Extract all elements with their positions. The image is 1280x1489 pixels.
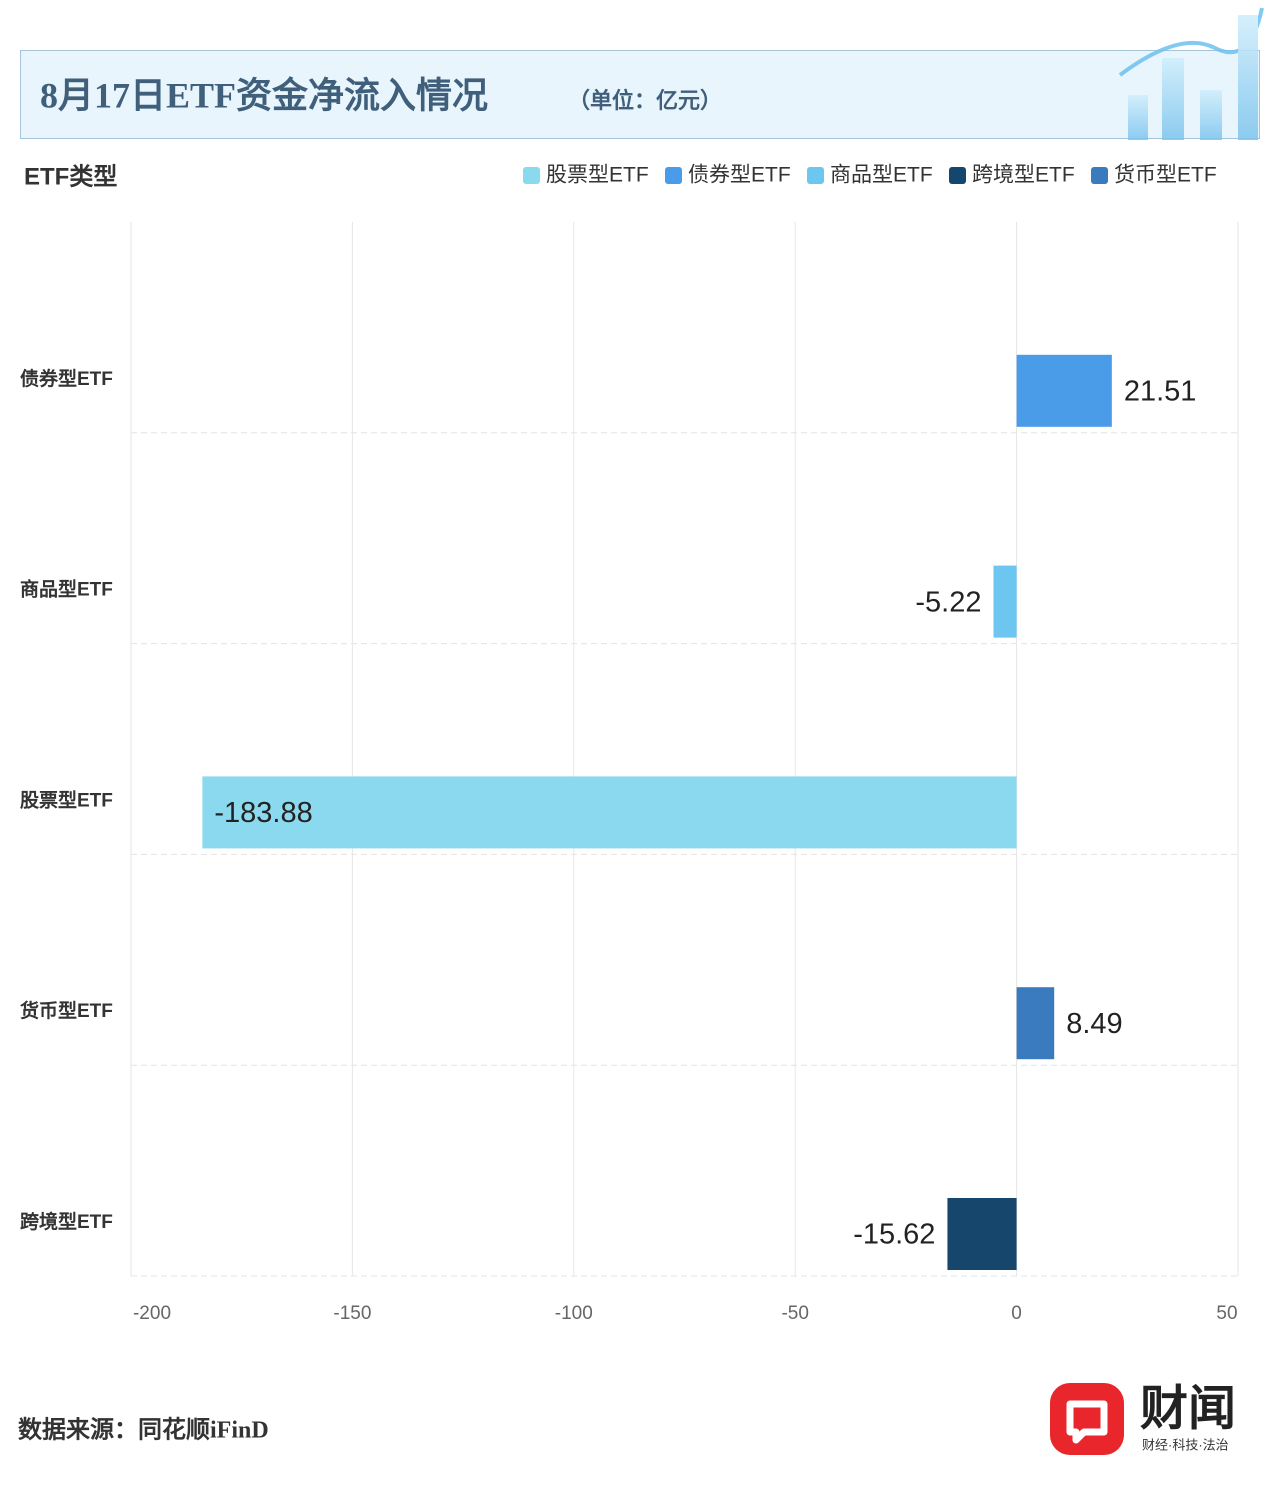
- bar: [947, 1198, 1017, 1270]
- data-label: 21.51: [1124, 375, 1197, 407]
- y-axis-label: ETF类型: [24, 163, 117, 190]
- x-tick-label: -50: [781, 1303, 808, 1324]
- bar: [1016, 354, 1112, 427]
- y-tick-label: 股票型ETF: [20, 788, 113, 811]
- source: 数据来源：同花顺iFinD: [18, 1416, 269, 1444]
- data-label: 8.49: [1066, 1008, 1122, 1040]
- legend-swatch: [1091, 167, 1108, 184]
- y-tick-label: 债券型ETF: [20, 367, 113, 390]
- y-tick-label: 商品型ETF: [20, 578, 113, 601]
- x-tick-label: 50: [1216, 1303, 1237, 1324]
- legend-swatch: [523, 167, 540, 184]
- x-tick-label: -100: [555, 1303, 593, 1324]
- bar: [202, 776, 1017, 849]
- y-tick-label: 跨境型ETF: [20, 1210, 113, 1233]
- legend-label: 股票型ETF: [546, 164, 649, 187]
- brand-tagline: 财经·科技·法治: [1142, 1437, 1229, 1452]
- x-tick-label: -200: [133, 1303, 171, 1324]
- bar: [993, 565, 1017, 638]
- brand-name: 财闻: [1140, 1383, 1236, 1436]
- data-label: -183.88: [214, 797, 312, 829]
- legend-label: 跨境型ETF: [972, 164, 1075, 187]
- legend-label: 债券型ETF: [688, 164, 791, 187]
- y-tick-label: 货币型ETF: [20, 999, 113, 1022]
- x-tick-label: -150: [333, 1303, 371, 1324]
- legend-swatch: [665, 167, 682, 184]
- chart-subtitle: （单位：亿元）: [568, 88, 722, 113]
- brand-logo: 财闻 财经·科技·法治: [1050, 1383, 1236, 1455]
- legend-label: 货币型ETF: [1114, 164, 1217, 187]
- x-tick-label: 0: [1011, 1303, 1022, 1324]
- data-label: -5.22: [915, 586, 981, 618]
- legend-swatch: [807, 167, 824, 184]
- header-icon: [1118, 7, 1264, 140]
- chart-title: 8月17日ETF资金净流入情况: [40, 74, 488, 115]
- legend-swatch: [949, 167, 966, 184]
- bar: [1016, 987, 1055, 1060]
- header-box: [20, 50, 1260, 139]
- legend-label: 商品型ETF: [830, 164, 933, 187]
- data-label: -15.62: [853, 1219, 935, 1251]
